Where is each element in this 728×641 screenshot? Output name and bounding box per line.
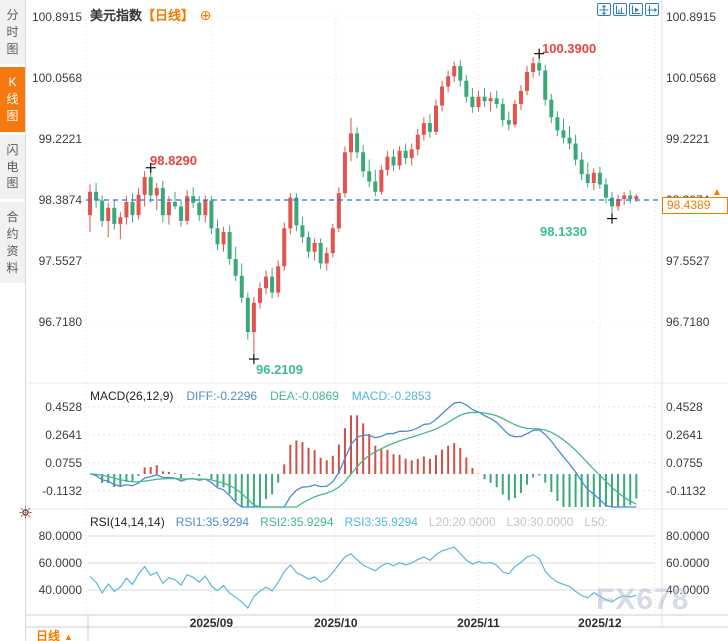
rsi-l20-value: L20:20.0000	[428, 515, 496, 529]
macd-y-axis-label-left: 0.4528	[45, 400, 82, 414]
macd-macd-value: MACD:-0.2853	[351, 389, 432, 403]
macd-y-axis-label-left: -0.1132	[42, 484, 82, 498]
annotation-low-dec: 98.1330	[540, 224, 587, 239]
candlesticks	[88, 53, 639, 360]
period-tag: 【日线】	[142, 8, 195, 23]
main-y-axis-label-right: 100.8915	[666, 10, 717, 24]
axis-zoom-icon[interactable]	[613, 3, 627, 16]
period-selector-button[interactable]: 日线 ▲	[36, 627, 73, 641]
sidebar: 分时图 K线图 闪电图 合约资料	[0, 0, 26, 641]
chart-toolbar	[597, 3, 659, 16]
macd-histogram	[95, 415, 638, 507]
macd-y-axis-label-right: -0.1132	[666, 484, 706, 498]
rsi2-value: RSI2:35.9294	[260, 515, 334, 529]
main-y-axis-label-left: 99.2221	[38, 132, 82, 146]
macd-title[interactable]: MACD(26,12,9)	[90, 389, 174, 403]
extreme-markers	[145, 48, 618, 365]
instrument-title: 美元指数	[90, 8, 143, 23]
macd-y-axis-label-left: 0.2641	[45, 428, 82, 442]
rsi-line	[89, 546, 637, 610]
main-y-axis-label-left: 100.8915	[31, 10, 82, 24]
rsi-y-axis-label-right: 60.0000	[666, 556, 710, 570]
fx678-watermark: FX678	[596, 583, 690, 616]
rsi-header: RSI(14,14,14) RSI1:35.9294 RSI2:35.9294 …	[90, 515, 608, 529]
axis-play-icon[interactable]	[629, 3, 643, 16]
annotation-low-sep: 96.2109	[256, 362, 303, 377]
add-indicator-icon[interactable]: ⊕	[199, 7, 212, 23]
main-y-axis-label-right: 99.2221	[666, 132, 710, 146]
main-y-axis-label-right: 96.7180	[666, 315, 710, 329]
rsi-y-axis-label-left: 40.0000	[38, 583, 82, 597]
macd-y-axis-label-right: 0.2641	[666, 428, 703, 442]
main-y-axis-label-right: 97.5527	[666, 254, 710, 268]
current-price-tag: 98.4389	[662, 197, 728, 214]
annotation-high-aug: 98.8290	[150, 153, 197, 168]
rsi-y-axis-label-left: 60.0000	[38, 556, 82, 570]
rsi-settings-icon[interactable]	[19, 506, 32, 524]
macd-diff-value: DIFF:-0.2296	[186, 389, 258, 403]
rsi-y-axis-label-left: 80.0000	[38, 529, 82, 543]
axis-shift-glyph	[647, 5, 657, 14]
main-y-axis-label-left: 96.7180	[38, 315, 82, 329]
rsi3-value: RSI3:35.9294	[344, 515, 418, 529]
sidebar-tab-contract-info[interactable]: 合约资料	[0, 202, 25, 284]
axis-play-glyph	[631, 5, 641, 14]
rsi-y-axis-label-right: 40.0000	[666, 583, 710, 597]
sidebar-tab-time-chart[interactable]: 分时图	[0, 0, 25, 65]
macd-y-axis-label-right: 0.4528	[666, 400, 703, 414]
pan-crosshair-icon[interactable]	[597, 3, 611, 16]
rsi-y-axis-label-right: 80.0000	[666, 529, 710, 543]
sidebar-tab-label: 合约资料	[6, 210, 19, 275]
macd-lines	[89, 401, 637, 508]
x-axis-month-label: 2025/11	[457, 616, 500, 630]
sidebar-tab-label: 闪电图	[6, 142, 19, 191]
macd-y-axis-label-left: 0.0755	[45, 456, 82, 470]
macd-dea-value: DEA:-0.0869	[270, 389, 339, 403]
macd-header: MACD(26,12,9) DIFF:-0.2296 DEA:-0.0869 M…	[90, 389, 431, 403]
red-sun-glyph	[19, 506, 32, 519]
sidebar-tab-lightning-chart[interactable]: 闪电图	[0, 134, 25, 200]
pan-crosshair-glyph	[599, 4, 609, 15]
axis-shift-icon[interactable]	[645, 3, 659, 16]
rsi-title[interactable]: RSI(14,14,14)	[90, 515, 165, 529]
macd-y-axis-label-right: 0.0755	[666, 456, 703, 470]
rsi1-value: RSI1:35.9294	[175, 515, 250, 529]
main-y-axis-label-left: 97.5527	[38, 254, 82, 268]
chart-title-row: 美元指数【日线】 ⊕	[90, 5, 211, 24]
rsi-l30-value: L30:30.0000	[506, 515, 574, 529]
x-axis-month-label: 2025/10	[314, 616, 358, 630]
main-y-axis-label-left: 100.0568	[31, 71, 82, 85]
period-label: 日线	[36, 629, 61, 641]
annotation-peak-nov: 100.3900	[542, 41, 597, 56]
sidebar-tab-label: K线图	[6, 75, 19, 123]
axis-zoom-glyph	[615, 5, 625, 14]
main-y-axis-label-right: 100.0568	[666, 71, 717, 85]
gridlines	[88, 15, 656, 613]
sidebar-tab-kline-chart[interactable]: K线图	[0, 67, 25, 132]
period-expand-arrow-icon: ▲	[64, 632, 73, 641]
rsi-l50-value: L50:	[584, 515, 608, 529]
sidebar-tab-label: 分时图	[6, 8, 19, 56]
x-axis-month-label: 2025/12	[578, 616, 622, 630]
price-up-arrow-icon: ▲	[712, 187, 722, 198]
main-y-axis-label-left: 98.3874	[38, 193, 82, 207]
x-axis-month-label: 2025/09	[189, 616, 234, 630]
